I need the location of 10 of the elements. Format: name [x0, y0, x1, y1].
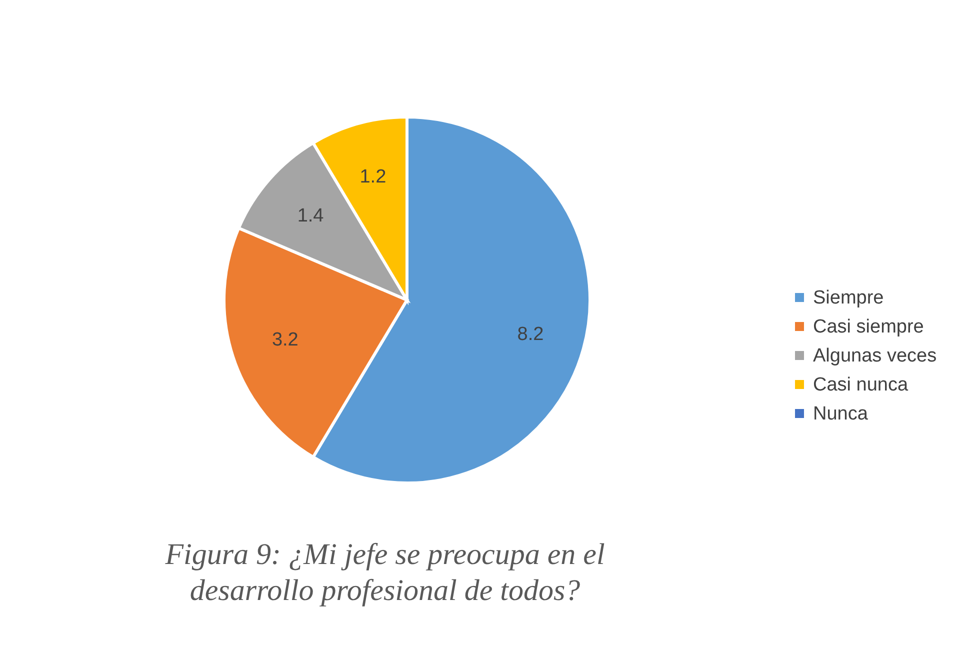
legend-label: Casi nunca [813, 374, 908, 396]
legend-label: Algunas veces [813, 346, 937, 366]
data-label: 1.4 [297, 206, 324, 227]
data-label: 3.2 [272, 330, 298, 351]
text: Figura 9: ¿Mi jefe se preocupa en el desarrollo profesional de todos? [164, 538, 605, 607]
legend-label: Casi siempre [813, 316, 924, 338]
data-label: 1.2 [360, 166, 386, 188]
legend-label: Nunca [813, 404, 868, 424]
legend-label: Siempre [813, 288, 884, 308]
data-label: 8.2 [517, 324, 544, 346]
